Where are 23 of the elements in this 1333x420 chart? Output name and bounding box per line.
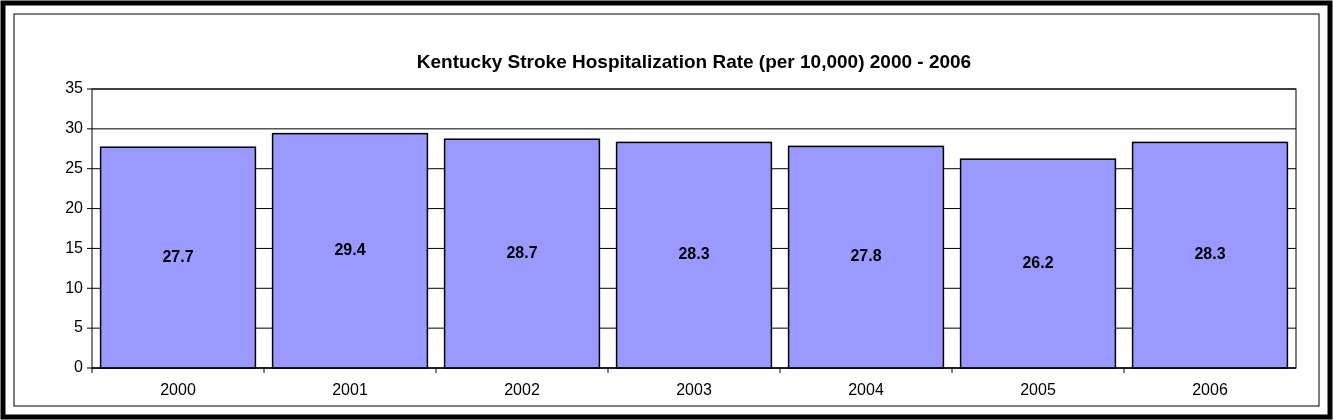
data-label: 27.7 [162,247,194,265]
data-label: 26.2 [1022,253,1054,271]
chart-title: Kentucky Stroke Hospitalization Rate (per 10,000) 2000 - 2006 [416,51,972,72]
x-tick-label: 2005 [1020,381,1056,398]
x-tick-label: 2002 [504,381,540,398]
data-label: 27.8 [850,247,882,265]
x-tick-label: 2000 [160,381,196,398]
x-tick-label: 2001 [332,381,368,398]
y-tick-label: 10 [65,278,84,296]
x-tick-label: 2006 [1192,381,1228,398]
y-tick-label: 0 [74,358,84,376]
data-label: 28.3 [1194,245,1226,263]
data-label: 29.4 [334,241,366,259]
data-label: 28.7 [506,243,538,261]
x-tick-label: 2003 [676,381,712,398]
y-tick-label: 25 [65,158,84,176]
y-tick-label: 30 [65,119,84,137]
y-tick-label: 5 [74,318,84,336]
x-tick-label: 2004 [848,381,884,398]
y-tick-label: 20 [65,198,84,216]
y-tick-label: 15 [65,238,84,256]
y-tick-label: 35 [65,79,84,97]
data-label: 28.3 [678,245,710,263]
